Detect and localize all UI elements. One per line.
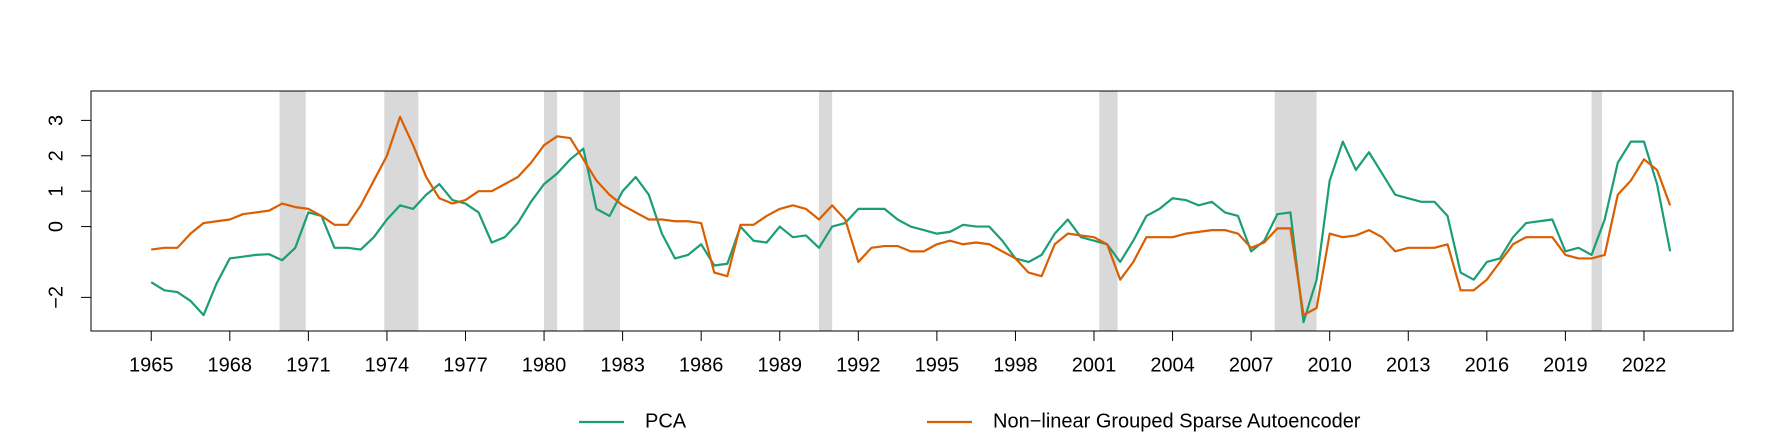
y-tick-label: 2 — [45, 150, 67, 161]
x-tick-label: 2007 — [1229, 354, 1274, 376]
shaded-period — [279, 91, 306, 331]
x-tick-label: 1986 — [679, 354, 724, 376]
x-tick-label: 1980 — [522, 354, 567, 376]
y-tick-label: 3 — [45, 115, 67, 126]
x-tick-label: 1989 — [757, 354, 802, 376]
x-tick-label: 1968 — [208, 354, 253, 376]
x-tick-label: 1965 — [129, 354, 174, 376]
series-line — [150, 140, 1672, 324]
shaded-period — [1274, 91, 1317, 331]
series-line — [151, 115, 1672, 317]
x-tick-label: 1995 — [915, 354, 960, 376]
x-tick-label: 1977 — [443, 354, 488, 376]
x-tick-label: 2016 — [1465, 354, 1510, 376]
x-tick-label: 1992 — [836, 354, 881, 376]
x-tick-label: 1983 — [600, 354, 645, 376]
shaded-period — [544, 91, 558, 331]
shaded-period — [384, 91, 419, 331]
shaded-period — [1591, 91, 1603, 331]
x-tick-label: 2019 — [1543, 354, 1588, 376]
legend-label: Non−linear Grouped Sparse Autoencoder — [993, 410, 1361, 432]
y-tick-label: 1 — [45, 186, 67, 197]
shaded-period — [1099, 91, 1118, 331]
y-tick-label: 0 — [45, 221, 67, 232]
x-tick-label: 2001 — [1072, 354, 1117, 376]
x-tick-label: 2013 — [1386, 354, 1431, 376]
x-tick-label: 1998 — [993, 354, 1038, 376]
x-tick-label: 1971 — [286, 354, 331, 376]
y-tick-label: −2 — [45, 286, 67, 309]
x-tick-label: 1974 — [365, 354, 410, 376]
x-tick-label: 2022 — [1622, 354, 1667, 376]
x-tick-label: 2010 — [1307, 354, 1352, 376]
x-tick-label: 2004 — [1150, 354, 1195, 376]
plot-frame — [90, 90, 1734, 332]
legend-label: PCA — [645, 410, 687, 432]
